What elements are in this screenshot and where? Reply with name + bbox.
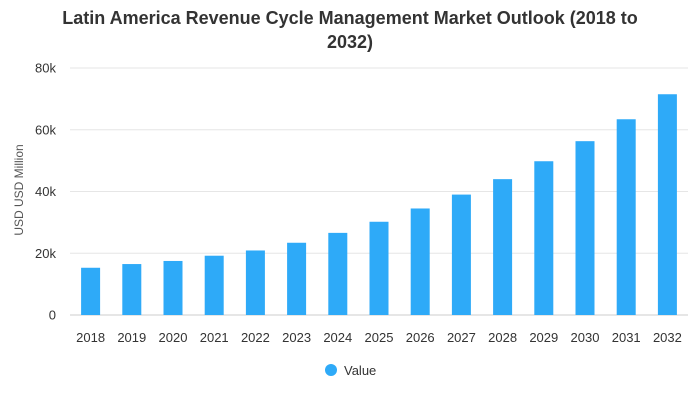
x-tick-label: 2019	[117, 330, 146, 345]
x-tick-label: 2026	[406, 330, 435, 345]
bar-2030[interactable]	[575, 141, 595, 315]
bar-2027[interactable]	[451, 194, 471, 315]
bars	[81, 94, 677, 316]
x-tick-label: 2020	[159, 330, 188, 345]
bar-2021[interactable]	[204, 255, 224, 315]
bar-2031[interactable]	[616, 119, 636, 315]
x-tick-label: 2029	[529, 330, 558, 345]
legend[interactable]: Value	[325, 363, 376, 378]
legend-swatch-value	[325, 364, 337, 376]
x-axis-ticks: 2018 2019 2020 2021 2022 2023 2024 2025 2026 2027…	[76, 330, 682, 345]
y-axis-label: USD USD Million	[12, 144, 26, 235]
bar-2028[interactable]	[493, 179, 513, 315]
bar-2020[interactable]	[163, 260, 183, 315]
x-tick-label: 2030	[571, 330, 600, 345]
bar-2023[interactable]	[287, 242, 307, 315]
bar-2018[interactable]	[81, 267, 101, 315]
bar-2029[interactable]	[534, 161, 554, 315]
y-tick-label: 40k	[35, 184, 56, 199]
bar-2022[interactable]	[245, 250, 265, 315]
bar-2032[interactable]	[657, 94, 677, 316]
x-tick-label: 2031	[612, 330, 641, 345]
x-tick-label: 2027	[447, 330, 476, 345]
bar-2024[interactable]	[328, 232, 348, 315]
x-tick-label: 2023	[282, 330, 311, 345]
x-tick-label: 2022	[241, 330, 270, 345]
x-tick-label: 2018	[76, 330, 105, 345]
bar-2019[interactable]	[122, 264, 142, 315]
y-tick-label: 0	[49, 308, 56, 323]
x-tick-label: 2032	[653, 330, 682, 345]
y-tick-label: 60k	[35, 122, 56, 137]
legend-label-value: Value	[344, 363, 376, 378]
bar-2026[interactable]	[410, 208, 430, 315]
bar-2025[interactable]	[369, 221, 389, 315]
x-tick-label: 2024	[323, 330, 352, 345]
x-tick-label: 2025	[365, 330, 394, 345]
chart-title: Latin America Revenue Cycle Management M…	[0, 6, 700, 54]
y-axis-ticks: 0 20k 40k 60k 80k	[35, 61, 56, 323]
x-tick-label: 2021	[200, 330, 229, 345]
y-tick-label: 80k	[35, 61, 56, 76]
x-tick-label: 2028	[488, 330, 517, 345]
chart-title-line-1: Latin America Revenue Cycle Management M…	[62, 8, 638, 28]
chart-title-line-2: 2032)	[326, 32, 374, 52]
y-tick-label: 20k	[35, 246, 56, 261]
